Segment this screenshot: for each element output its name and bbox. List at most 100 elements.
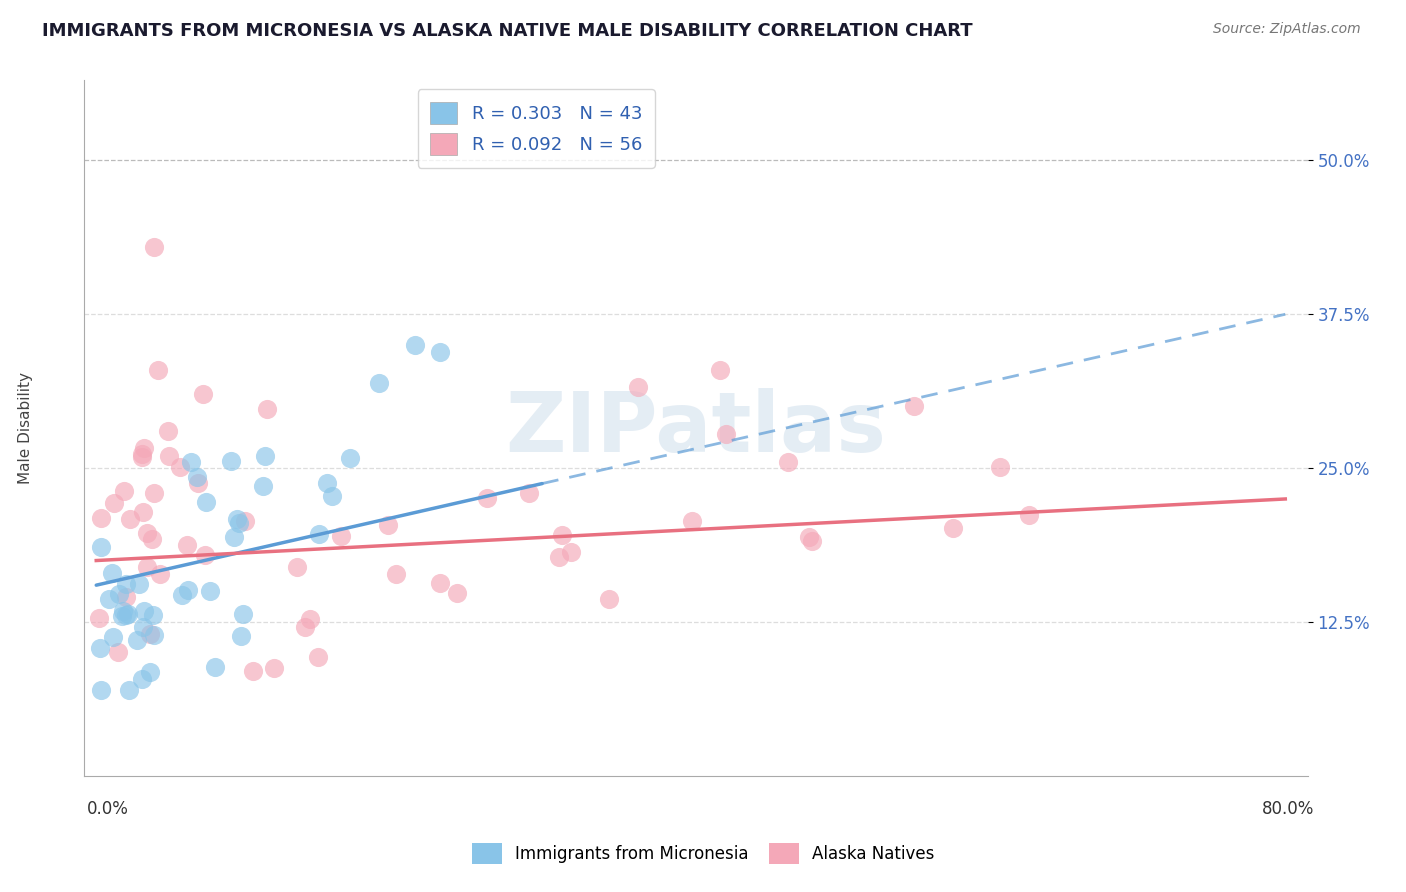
Point — [90, 540, 112, 554]
Point — [131, 447, 153, 461]
Point — [107, 645, 129, 659]
Point — [90, 511, 112, 525]
Point — [157, 424, 180, 438]
Point — [128, 577, 150, 591]
Point — [89, 641, 111, 656]
Point — [598, 591, 620, 606]
Point — [242, 664, 264, 678]
Point — [339, 450, 361, 465]
Point — [139, 665, 162, 680]
Legend: Immigrants from Micronesia, Alaska Natives: Immigrants from Micronesia, Alaska Nativ… — [465, 837, 941, 871]
Point — [117, 607, 139, 621]
Point — [103, 496, 125, 510]
Point — [118, 511, 141, 525]
Point — [316, 475, 339, 490]
Text: 80.0%: 80.0% — [1263, 799, 1315, 817]
Point — [131, 505, 153, 519]
Point — [681, 514, 703, 528]
Point — [778, 455, 800, 469]
Point — [89, 611, 111, 625]
Point — [112, 483, 135, 498]
Text: Source: ZipAtlas.com: Source: ZipAtlas.com — [1213, 22, 1361, 37]
Point — [115, 577, 138, 591]
Point — [108, 587, 131, 601]
Point — [187, 475, 209, 490]
Point — [903, 399, 925, 413]
Point — [627, 380, 650, 394]
Point — [228, 516, 250, 530]
Point — [446, 585, 468, 599]
Point — [231, 607, 253, 621]
Point — [252, 478, 274, 492]
Point — [263, 660, 285, 674]
Point — [112, 604, 135, 618]
Point — [115, 608, 138, 623]
Point — [143, 239, 166, 253]
Point — [132, 441, 155, 455]
Point — [194, 548, 217, 562]
Point — [142, 485, 165, 500]
Point — [294, 619, 316, 633]
Point — [176, 538, 198, 552]
Point — [385, 566, 408, 581]
Point — [308, 526, 330, 541]
Point — [118, 682, 141, 697]
Point — [988, 459, 1011, 474]
Point — [377, 517, 399, 532]
Point — [233, 514, 256, 528]
Point — [716, 427, 738, 442]
Point — [132, 604, 155, 618]
Point — [170, 589, 193, 603]
Point — [180, 455, 202, 469]
Point — [429, 344, 451, 359]
Point — [204, 660, 226, 674]
Point — [103, 630, 125, 644]
Point — [141, 532, 163, 546]
Point — [125, 632, 148, 647]
Point — [135, 526, 157, 541]
Point — [186, 469, 208, 483]
Point — [551, 528, 574, 542]
Legend: R = 0.303   N = 43, R = 0.092   N = 56: R = 0.303 N = 43, R = 0.092 N = 56 — [418, 89, 655, 168]
Point — [285, 560, 308, 574]
Point — [797, 530, 820, 544]
Point — [404, 338, 426, 352]
Point — [146, 362, 169, 376]
Point — [307, 650, 329, 665]
Point — [321, 489, 343, 503]
Point — [97, 592, 120, 607]
Point — [177, 582, 200, 597]
Point — [475, 491, 498, 505]
Point — [547, 549, 569, 564]
Point — [101, 566, 124, 580]
Point — [194, 495, 217, 509]
Text: ZIPatlas: ZIPatlas — [506, 388, 886, 468]
Point — [111, 609, 134, 624]
Point — [231, 629, 253, 643]
Point — [143, 628, 166, 642]
Point — [225, 511, 247, 525]
Point — [429, 576, 451, 591]
Text: 0.0%: 0.0% — [87, 799, 129, 817]
Point — [941, 521, 963, 535]
Point — [191, 387, 214, 401]
Point — [1018, 508, 1040, 523]
Point — [256, 401, 278, 416]
Point — [330, 529, 353, 543]
Point — [135, 560, 157, 574]
Point — [801, 534, 824, 549]
Point — [139, 626, 162, 640]
Point — [90, 682, 112, 697]
Point — [149, 566, 172, 581]
Point — [157, 449, 180, 463]
Point — [142, 607, 165, 622]
Point — [198, 584, 221, 599]
Point — [709, 363, 731, 377]
Point — [254, 449, 277, 463]
Point — [222, 530, 245, 544]
Point — [131, 450, 153, 465]
Point — [169, 459, 191, 474]
Text: Male Disability: Male Disability — [18, 372, 34, 484]
Point — [517, 486, 540, 500]
Point — [560, 545, 582, 559]
